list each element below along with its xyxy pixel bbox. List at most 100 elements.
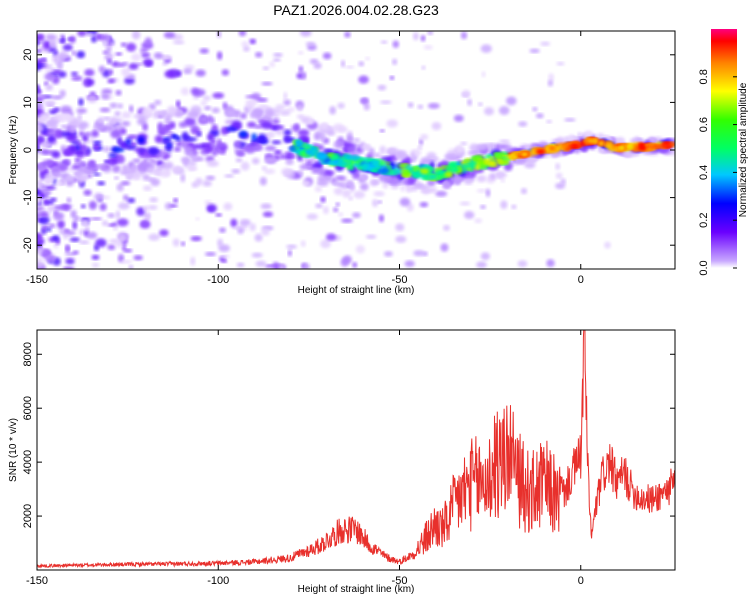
spectrogram-noise-cell	[431, 121, 442, 131]
spectrogram-ridge-cell	[444, 171, 454, 178]
spectrogram-noise-cell	[128, 265, 134, 269]
spectrogram-ridge-cell	[426, 175, 438, 180]
spectrogram-noise-cell	[392, 58, 398, 66]
spectrogram-noise-cell	[136, 62, 143, 66]
colorbar-tick-label: 0.6	[698, 117, 710, 132]
spectrogram-noise-cell	[43, 40, 51, 49]
spectrogram-noise-cell	[40, 184, 47, 191]
spectrogram-noise-cell	[261, 227, 270, 236]
spectrogram-ridge-cell	[462, 168, 468, 173]
spectrogram-noise-cell	[39, 211, 49, 218]
spectrogram-band-cell	[567, 134, 576, 144]
spectrogram-noise-cell	[84, 68, 95, 77]
spectrogram-band-cell	[251, 133, 257, 141]
spectrogram-noise-cell	[322, 206, 329, 215]
spectrogram-noise-cell	[37, 38, 40, 47]
spectrogram-noise-cell	[322, 52, 332, 60]
spectrogram-band-cell	[190, 166, 198, 171]
spectrogram-noise-cell	[99, 203, 107, 211]
spectrogram-noise-cell	[419, 202, 429, 208]
spectrogram-band-cell	[109, 157, 118, 164]
spectrogram-band-cell	[391, 177, 400, 186]
spectrogram-noise-cell	[383, 251, 393, 257]
spectrogram-noise-cell	[86, 94, 98, 103]
spectrogram-band-cell	[121, 164, 131, 173]
spectrogram-noise-cell	[115, 89, 122, 96]
spectrogram-ridge-cell	[619, 145, 625, 151]
spectrogram-band-cell	[51, 165, 59, 174]
spectrogram-band-cell	[405, 184, 412, 193]
spectrogram-ridge-cell	[294, 139, 302, 145]
spectrogram-noise-cell	[443, 224, 451, 231]
spectrogram-noise-cell	[417, 145, 423, 150]
spectrogram-noise-cell	[77, 31, 87, 37]
spectrogram-band-cell	[283, 129, 292, 136]
spectrogram-band-cell	[622, 149, 634, 158]
spectrogram-noise-cell	[123, 248, 133, 253]
spectrogram-band-cell	[288, 154, 297, 159]
spectrogram-band-cell	[108, 153, 118, 158]
snr-y-tick-label: 2000	[22, 504, 34, 528]
spectrogram-band-cell	[76, 172, 82, 177]
spectrogram-ridge-cell	[305, 149, 312, 156]
spectrogram-noise-cell	[43, 198, 49, 206]
spectrogram-noise-cell	[254, 233, 263, 242]
spectrogram-ridge-cell	[419, 168, 430, 175]
spectrogram-noise-cell	[102, 40, 108, 47]
spectrogram-noise-cell	[40, 190, 52, 195]
spectrogram-noise-cell	[262, 66, 270, 71]
spectrogram-band-cell	[138, 162, 150, 171]
spectrogram-band-cell	[245, 99, 258, 107]
spectrogram-band-cell	[235, 158, 243, 163]
spectrogram-ridge-cell	[344, 156, 354, 160]
spectrogram-noise-cell	[261, 81, 273, 86]
spectrogram-band-cell	[155, 135, 164, 144]
spectrogram-noise-cell	[272, 261, 280, 269]
spectrogram-noise-cell	[555, 172, 563, 180]
spectrogram-noise-cell	[256, 97, 268, 102]
spectrogram-ridge-cell	[460, 163, 472, 169]
spectrogram-noise-cell	[378, 214, 385, 223]
spectrogram-noise-cell	[147, 205, 158, 210]
colorbar-gradient	[711, 29, 737, 268]
spectrogram-noise-cell	[52, 235, 60, 242]
spectrogram-noise-cell	[71, 50, 77, 56]
spectrogram-noise-cell	[76, 50, 86, 59]
spectrogram-band-cell	[332, 180, 339, 186]
spectrogram-noise-cell	[65, 244, 70, 253]
spectrogram-noise-cell	[480, 44, 492, 53]
spectrogram-band-cell	[442, 181, 451, 188]
spectrogram-band-cell	[159, 125, 171, 134]
spectrogram-band-cell	[147, 146, 160, 156]
spectrogram-noise-cell	[91, 262, 100, 268]
spectrogram-noise-cell	[116, 183, 124, 192]
spectrogram-band-cell	[187, 137, 197, 142]
spectrogram-band-cell	[238, 130, 248, 138]
spectrogram-noise-cell	[49, 40, 57, 49]
spectrogram-noise-cell	[373, 191, 385, 197]
spectrogram-noise-cell	[154, 99, 162, 106]
spectrogram-noise-cell	[407, 102, 414, 108]
spectrogram-band-cell	[98, 164, 107, 170]
spectrogram-noise-cell	[91, 254, 100, 260]
spectrogram-band-cell	[336, 140, 344, 148]
spectrogram-noise-cell	[131, 53, 142, 62]
spectrogram-band-cell	[583, 130, 594, 139]
spectrogram-noise-cell	[485, 188, 491, 198]
spectrogram-noise-cell	[335, 202, 340, 207]
spectrogram-band-cell	[211, 124, 218, 131]
spectrogram-band-cell	[103, 159, 110, 164]
spectrogram-band-cell	[252, 144, 263, 151]
spectrogram-noise-cell	[195, 177, 203, 186]
spectrogram-noise-cell	[72, 250, 79, 255]
spectrogram-noise-cell	[37, 153, 40, 158]
spectrogram-band-cell	[338, 183, 347, 189]
spectrogram-ridge-cell	[548, 146, 556, 151]
spectrogram-noise-cell	[45, 34, 56, 41]
spectrogram-x-tick-label: -150	[26, 274, 48, 286]
spectrogram-band-cell	[240, 161, 250, 171]
spectrogram-noise-cell	[86, 137, 96, 144]
spectrogram-band-cell	[444, 154, 457, 161]
spectrogram-noise-cell	[221, 69, 230, 76]
spectrogram-noise-cell	[129, 105, 134, 113]
